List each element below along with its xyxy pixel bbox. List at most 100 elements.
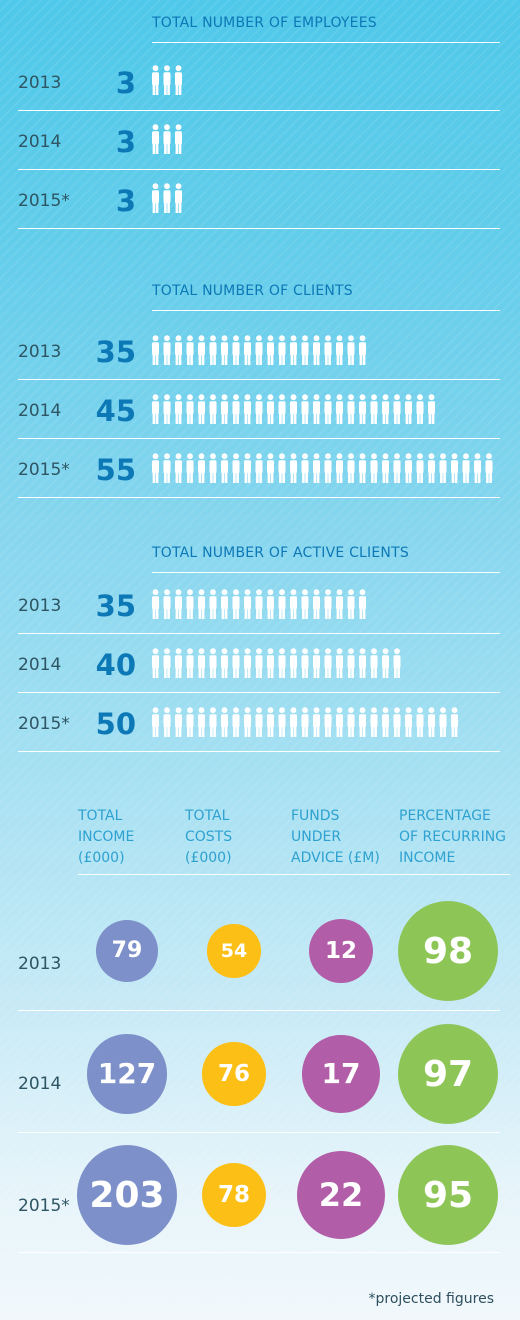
bubble-value: 22 — [318, 1176, 364, 1214]
person-icon — [370, 453, 378, 483]
header-line: UNDER — [291, 829, 342, 845]
bubble-value: 79 — [111, 938, 143, 964]
divider — [18, 438, 500, 439]
person-icon — [232, 589, 240, 619]
bubble-value: 78 — [217, 1182, 250, 1208]
pictogram-svg — [152, 183, 182, 213]
people-icon-row — [152, 124, 512, 158]
person-icon — [313, 707, 320, 737]
divider — [18, 169, 500, 170]
person-icon — [336, 589, 343, 619]
person-icon — [175, 589, 182, 619]
person-icon — [324, 648, 332, 678]
person-icon — [255, 335, 263, 365]
metric-bubble: 17 — [302, 1035, 380, 1113]
people-icon-row — [152, 183, 512, 217]
person-icon — [347, 453, 355, 483]
person-icon — [163, 453, 171, 483]
person-icon — [290, 648, 297, 678]
person-icon — [290, 453, 297, 483]
bubble-value: 17 — [321, 1057, 361, 1091]
person-icon — [416, 394, 424, 424]
person-icon — [209, 707, 217, 737]
person-icon — [175, 183, 182, 213]
section-title-active-clients: TOTAL NUMBER OF ACTIVE CLIENTS — [152, 544, 500, 573]
person-icon — [163, 394, 171, 424]
metric-bubble: 76 — [202, 1042, 266, 1106]
person-icon — [175, 648, 182, 678]
person-icon — [152, 453, 159, 483]
person-icon — [221, 453, 228, 483]
person-icon — [175, 453, 182, 483]
section-title-clients: TOTAL NUMBER OF CLIENTS — [152, 282, 500, 311]
header-line: COSTS — [185, 829, 233, 845]
column-header-recurring: PERCENTAGE OF RECURRING INCOME — [399, 806, 506, 869]
year-label: 2013 — [18, 73, 62, 93]
person-icon — [359, 707, 366, 737]
person-icon — [186, 453, 194, 483]
header-line: ADVICE (£M) — [291, 850, 380, 866]
person-icon — [232, 648, 240, 678]
person-icon — [278, 335, 286, 365]
divider — [18, 1252, 500, 1253]
person-icon — [405, 394, 412, 424]
metric-bubble: 12 — [308, 918, 374, 984]
person-icon — [255, 648, 263, 678]
person-icon — [163, 707, 171, 737]
bubble-value: 203 — [89, 1174, 165, 1216]
person-icon — [175, 335, 182, 365]
person-icon — [186, 335, 194, 365]
bubble-value: 54 — [220, 939, 248, 962]
people-icon-row — [152, 394, 512, 428]
person-icon — [382, 648, 389, 678]
person-icon — [175, 65, 182, 95]
person-icon — [163, 183, 171, 213]
divider — [18, 379, 500, 380]
person-icon — [336, 394, 343, 424]
header-line: INCOME — [78, 829, 135, 845]
person-icon — [313, 453, 320, 483]
person-icon — [244, 453, 251, 483]
year-label: 2013 — [18, 954, 62, 974]
people-icon-row — [152, 707, 512, 741]
person-icon — [301, 648, 309, 678]
metric-bubble: 22 — [297, 1151, 385, 1239]
person-icon — [439, 707, 447, 737]
person-icon — [451, 453, 458, 483]
person-icon — [175, 707, 182, 737]
person-icon — [198, 589, 205, 619]
person-icon — [221, 707, 228, 737]
person-icon — [290, 394, 297, 424]
person-icon — [347, 394, 355, 424]
divider — [18, 228, 500, 229]
person-icon — [347, 335, 355, 365]
metric-bubble: 97 — [398, 1024, 498, 1124]
year-label: 2015* — [18, 460, 70, 480]
person-icon — [186, 589, 194, 619]
person-icon — [313, 335, 320, 365]
person-icon — [152, 65, 159, 95]
year-label: 2014 — [18, 401, 62, 421]
person-icon — [198, 707, 205, 737]
value-label: 45 — [95, 394, 136, 428]
person-icon — [198, 453, 205, 483]
header-line: FUNDS — [291, 808, 340, 824]
person-icon — [186, 707, 194, 737]
person-icon — [347, 648, 355, 678]
person-icon — [474, 453, 481, 483]
footnote: *projected figures — [368, 1291, 494, 1307]
divider — [18, 692, 500, 693]
person-icon — [186, 394, 194, 424]
section-title-employees: TOTAL NUMBER OF EMPLOYEES — [152, 14, 500, 43]
person-icon — [451, 707, 458, 737]
person-icon — [267, 335, 274, 365]
header-line: INCOME — [399, 850, 456, 866]
person-icon — [336, 453, 343, 483]
person-icon — [175, 124, 182, 154]
header-line: TOTAL — [185, 808, 230, 824]
person-icon — [382, 707, 389, 737]
person-icon — [163, 124, 171, 154]
person-icon — [267, 453, 274, 483]
person-icon — [301, 589, 309, 619]
person-icon — [232, 394, 240, 424]
